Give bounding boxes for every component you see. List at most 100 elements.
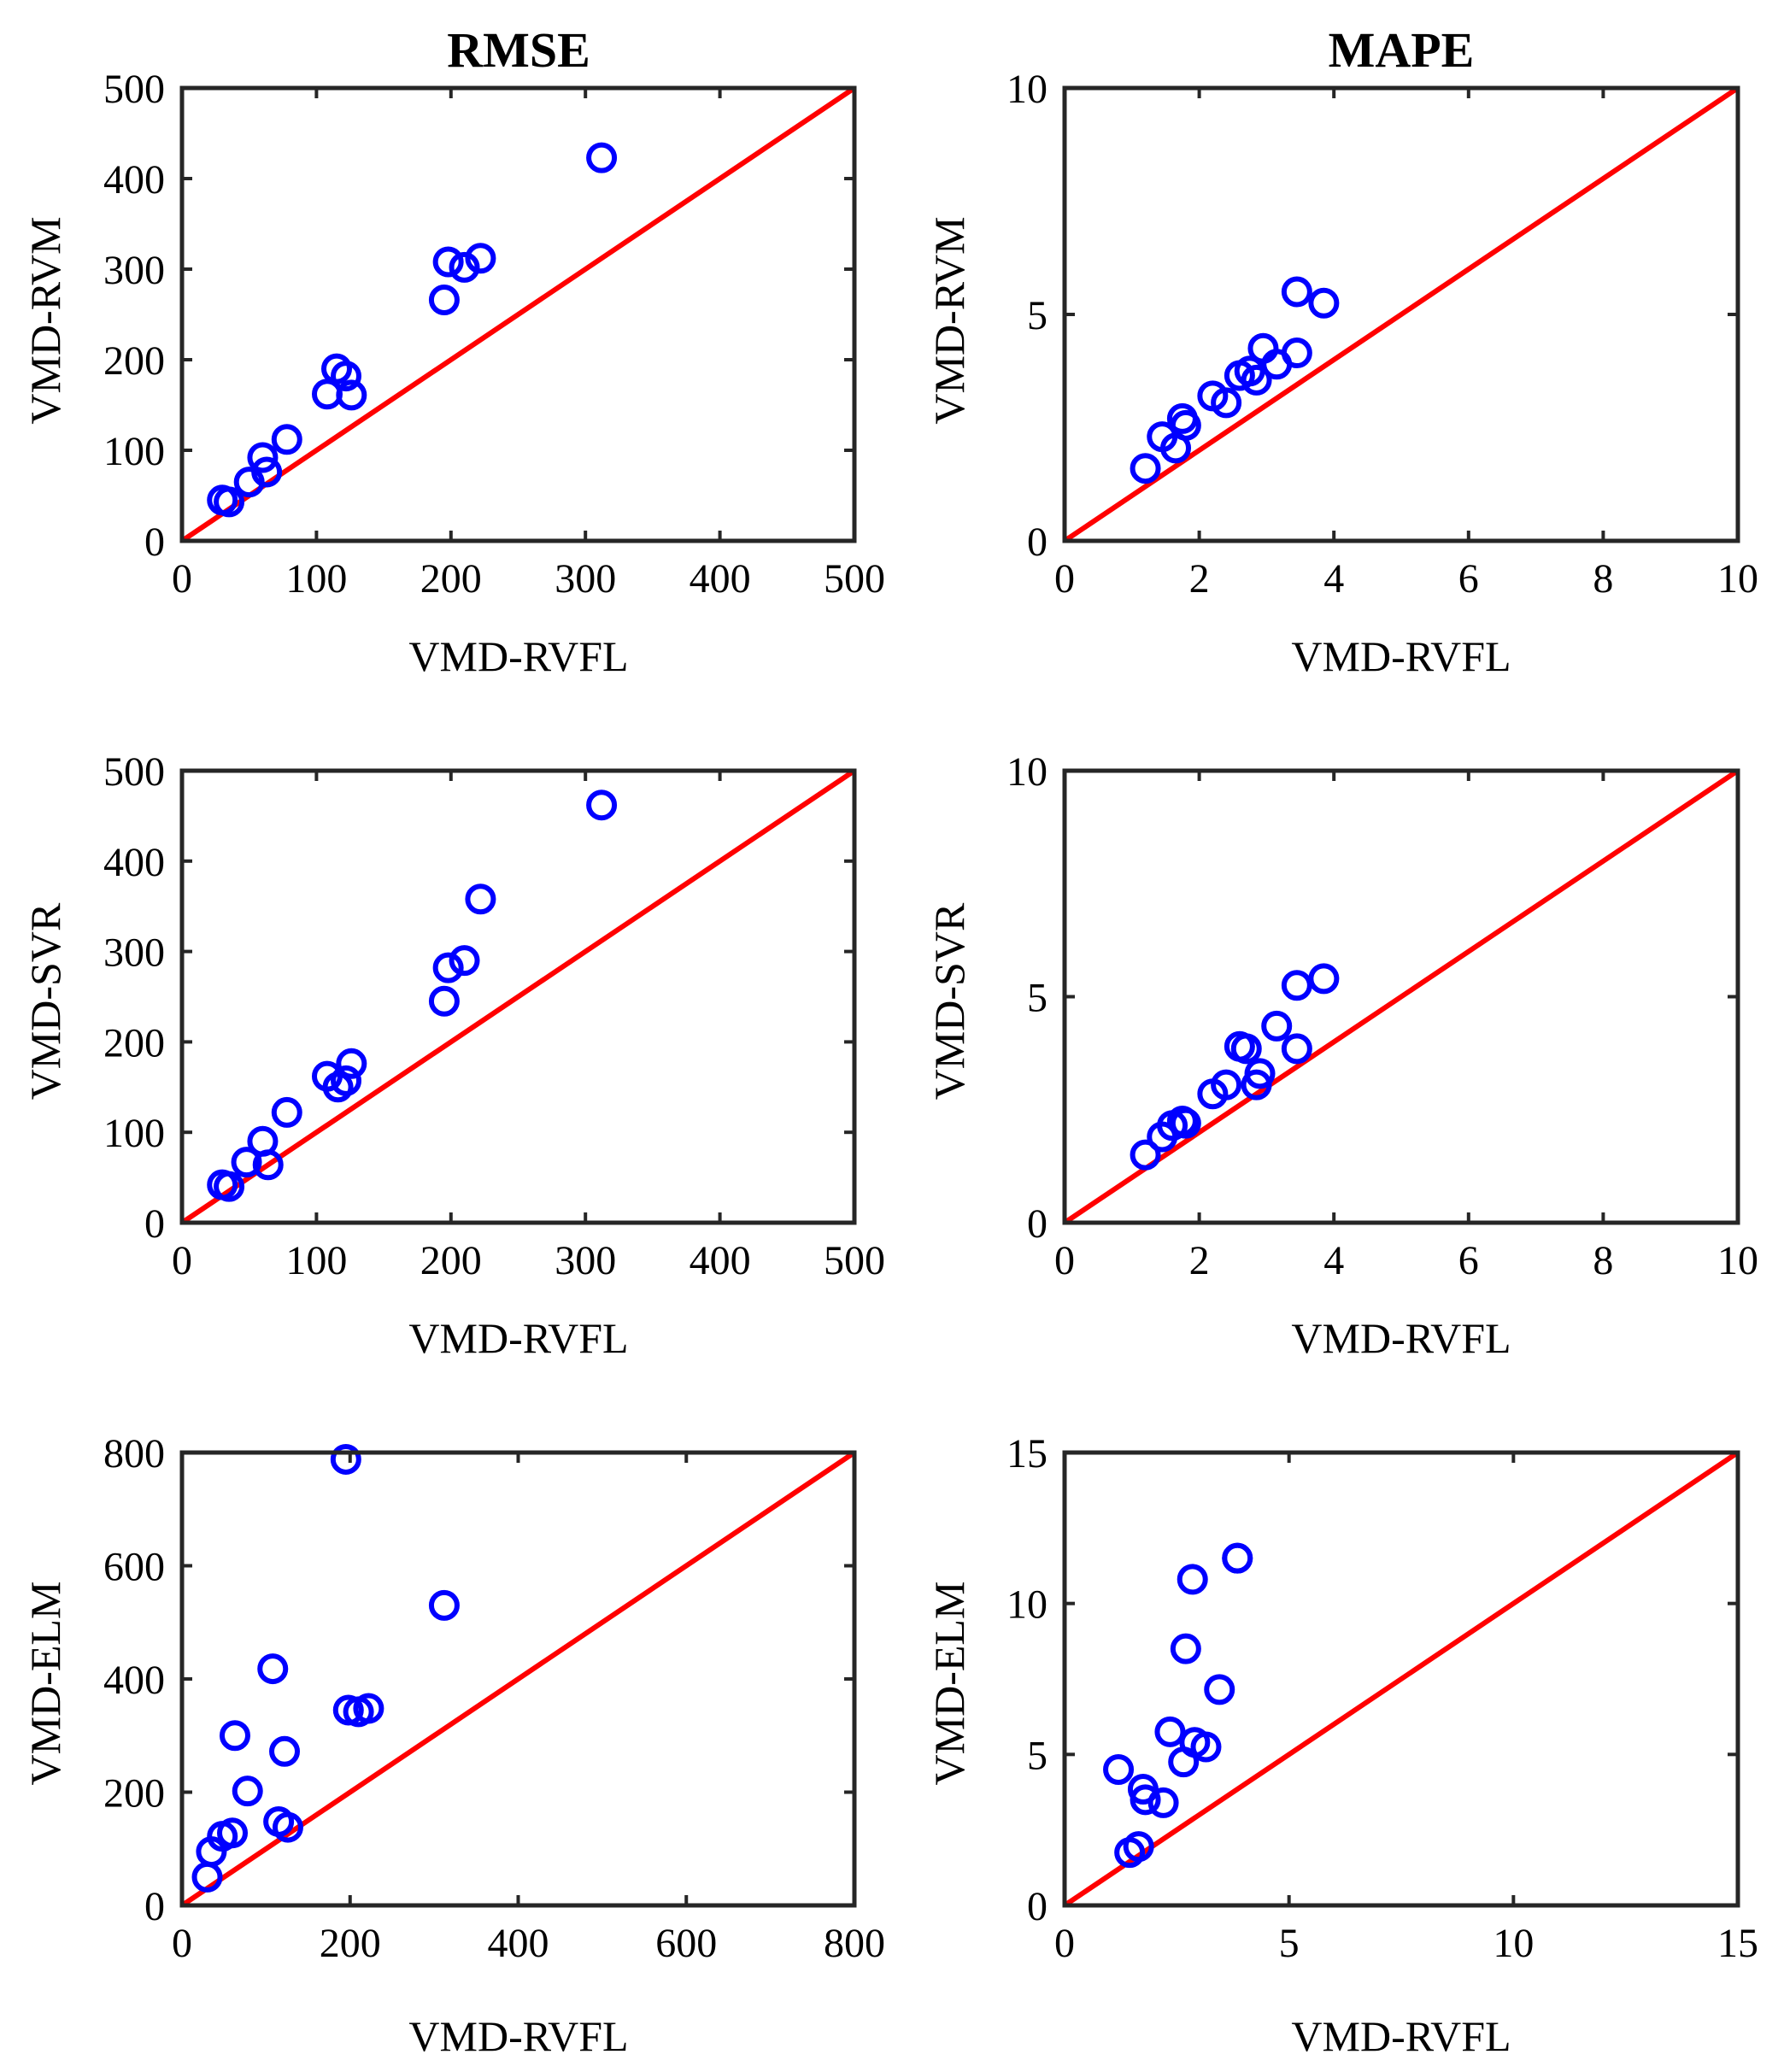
y-tick-label: 100 <box>103 1111 165 1156</box>
data-point <box>1241 364 1272 396</box>
reference-line-y-equals-x <box>180 85 856 543</box>
data-point <box>214 486 245 518</box>
y-axis-label: VMD-SVR <box>21 902 69 1100</box>
y-tick-label: 300 <box>103 248 165 293</box>
x-tick-label: 600 <box>655 1921 717 1966</box>
data-point <box>1123 1831 1154 1863</box>
data-point <box>1308 963 1340 995</box>
data-point <box>1230 1033 1262 1065</box>
y-tick-label: 5 <box>1027 293 1048 338</box>
y-tick-label: 10 <box>1006 1582 1048 1628</box>
y-tick-label: 400 <box>103 840 165 885</box>
x-axis-label: VMD-RVFL <box>1291 1314 1511 1362</box>
x-axis-label: VMD-RVFL <box>1291 2012 1511 2060</box>
panel-rmse-elm: VMD-RVFL VMD-ELM 0 200 400 600 800 0 200 400 600… <box>21 1431 885 2060</box>
data-point <box>1308 287 1340 319</box>
data-point <box>586 789 618 821</box>
x-tick-label: 800 <box>824 1921 885 1966</box>
reference-line-y-equals-x <box>1063 85 1740 543</box>
y-tick-label: 600 <box>103 1545 165 1590</box>
x-tick-label: 200 <box>420 1238 482 1283</box>
data-point <box>586 142 618 173</box>
data-point <box>331 361 362 392</box>
plot-frame <box>1062 768 1740 1225</box>
data-point <box>1170 409 1201 441</box>
data-point <box>1261 1010 1293 1042</box>
y-tick-label: 200 <box>103 338 165 384</box>
x-tick-label: 6 <box>1458 556 1479 602</box>
data-point <box>449 251 480 283</box>
data-point <box>257 1653 289 1685</box>
data-point <box>432 952 464 983</box>
x-tick-label: 400 <box>690 1238 751 1283</box>
plot-frame <box>179 85 857 543</box>
data-point <box>1130 1784 1161 1816</box>
data-point <box>428 285 460 316</box>
x-tick-label: 400 <box>690 556 751 602</box>
plot-frame <box>179 1450 857 1908</box>
data-point <box>353 1693 384 1724</box>
x-tick-label: 10 <box>1717 556 1758 602</box>
data-point <box>1244 1058 1276 1089</box>
y-tick-label: 400 <box>103 157 165 203</box>
data-point <box>217 1817 249 1849</box>
x-tick-label: 4 <box>1323 556 1344 602</box>
y-tick-label: 5 <box>1027 976 1048 1021</box>
y-tick-label: 15 <box>1006 1431 1048 1476</box>
data-point <box>214 1171 245 1202</box>
y-tick-label: 100 <box>103 429 165 474</box>
data-point <box>1211 1069 1242 1101</box>
x-tick-label: 0 <box>1054 1921 1075 1966</box>
data-point <box>231 1147 262 1178</box>
y-axis-label: VMD-ELM <box>21 1582 69 1786</box>
panel-mape-rvm: MAPE VMD-RVFL VMD-RVM 0 2 4 6 8 10 0 5 10 <box>925 22 1758 680</box>
data-point <box>1222 1542 1253 1574</box>
x-tick-label: 4 <box>1323 1238 1344 1283</box>
y-axis-label: VMD-SVR <box>925 902 973 1100</box>
y-tick-label: 800 <box>103 1431 165 1476</box>
x-tick-label: 0 <box>172 1921 192 1966</box>
reference-line-y-equals-x <box>180 1450 856 1908</box>
y-tick-label: 0 <box>1027 519 1048 565</box>
data-point <box>432 246 464 278</box>
x-axis-label: VMD-RVFL <box>408 1314 628 1362</box>
data-point <box>1170 1633 1201 1664</box>
plot-frame <box>179 768 857 1225</box>
y-tick-label: 0 <box>1027 1201 1048 1247</box>
x-tick-label: 10 <box>1717 1238 1758 1283</box>
data-point <box>336 1048 367 1079</box>
y-tick-label: 200 <box>103 1020 165 1065</box>
y-tick-label: 5 <box>1027 1733 1048 1778</box>
column-title-mape: MAPE <box>1329 22 1475 78</box>
x-tick-label: 15 <box>1717 1921 1758 1966</box>
data-point <box>252 1149 284 1181</box>
data-point <box>331 1065 362 1096</box>
data-point <box>1281 970 1312 1001</box>
data-point <box>1147 1787 1179 1818</box>
x-tick-label: 2 <box>1189 556 1210 602</box>
data-point <box>336 379 367 411</box>
data-point <box>232 1776 263 1807</box>
x-tick-label: 0 <box>1054 1238 1075 1283</box>
x-tick-label: 10 <box>1493 1921 1534 1966</box>
panel-mape-svr: VMD-RVFL VMD-SVR 0 2 4 6 8 10 0 5 10 <box>925 749 1758 1362</box>
panel-rmse-svr: VMD-RVFL VMD-SVR 0 100 200 300 400 500 0 100 200… <box>21 749 885 1362</box>
y-tick-label: 500 <box>103 749 165 795</box>
x-tick-label: 5 <box>1279 1921 1300 1966</box>
data-point <box>271 1096 302 1128</box>
data-point <box>247 442 279 473</box>
data-point <box>251 456 283 488</box>
data-point <box>1211 387 1242 419</box>
reference-line-y-equals-x <box>1063 1450 1740 1908</box>
data-point <box>428 1589 460 1621</box>
data-point <box>1281 338 1312 369</box>
y-tick-label: 300 <box>103 930 165 976</box>
y-tick-label: 200 <box>103 1771 165 1817</box>
y-tick-label: 0 <box>1027 1884 1048 1929</box>
data-point <box>465 243 496 274</box>
data-point <box>1154 1716 1186 1747</box>
y-tick-label: 0 <box>144 1884 165 1929</box>
y-axis-label: VMD-ELM <box>925 1582 973 1786</box>
data-point <box>1103 1754 1135 1785</box>
